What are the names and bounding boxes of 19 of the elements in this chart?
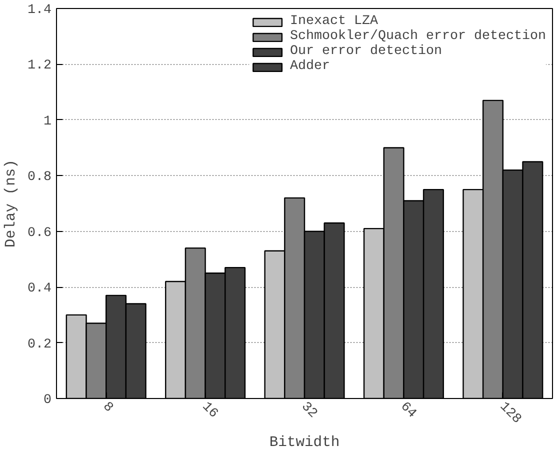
- x-tick-label: 128: [496, 400, 524, 428]
- legend-label: Our error detection: [290, 44, 442, 59]
- y-axis-title: Delay (ns): [4, 160, 20, 248]
- legend-label: Inexact LZA: [290, 14, 378, 29]
- x-tick-label: 32: [298, 400, 320, 422]
- x-tick-label: 8: [99, 400, 116, 416]
- y-tick-label: 0.6: [28, 226, 52, 241]
- x-tick-label: 64: [396, 400, 419, 422]
- x-axis-title: Bitwidth: [269, 434, 340, 451]
- y-tick-label: 0.2: [28, 337, 52, 352]
- y-tick-label: 1.2: [28, 58, 52, 74]
- y-tick-label: 1: [44, 114, 52, 130]
- legend-label: Schmookler/Quach error detection: [290, 29, 546, 44]
- y-tick-label: 0.4: [28, 282, 52, 297]
- legend-label: Adder: [290, 59, 330, 74]
- x-tick-label: 16: [198, 400, 221, 422]
- y-tick-label: 0: [44, 393, 52, 408]
- y-tick-label: 1.4: [28, 3, 52, 18]
- y-tick-label: 0.8: [28, 170, 52, 186]
